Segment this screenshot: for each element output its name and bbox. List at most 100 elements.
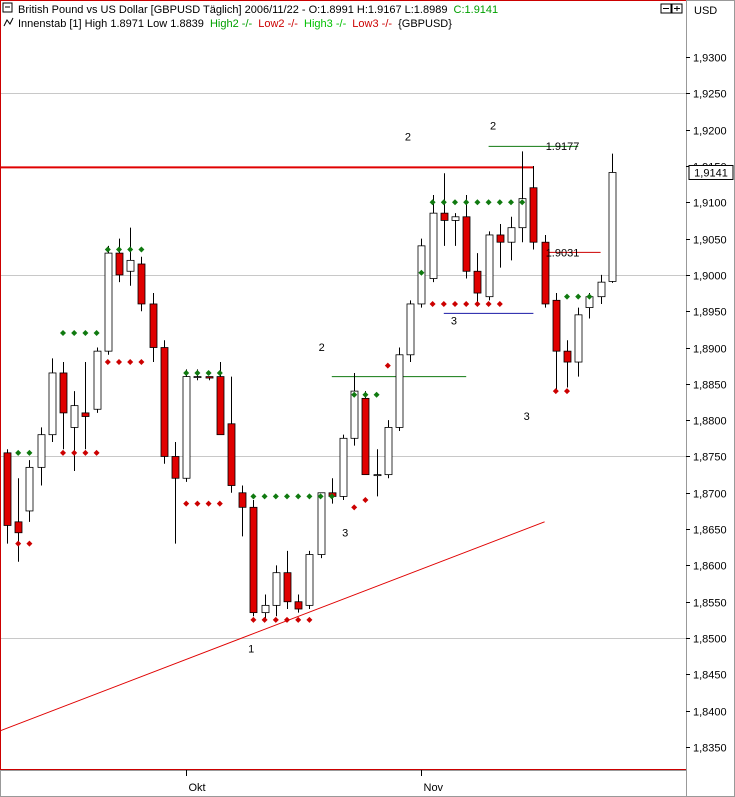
- candle-body-up: [518, 198, 527, 229]
- y-tick-label: 1,8400: [693, 707, 727, 719]
- high-marker: [60, 330, 66, 336]
- high-marker: [71, 330, 78, 336]
- x-tick-label: Okt: [189, 782, 206, 794]
- candle: [350, 372, 359, 446]
- candle-body-down: [137, 263, 146, 305]
- low-marker: [452, 300, 458, 307]
- high-marker: [351, 391, 358, 398]
- y-tick-label: 1,8950: [693, 307, 727, 319]
- low-marker: [474, 300, 481, 307]
- last-price-box: [688, 164, 734, 180]
- high-marker: [104, 246, 111, 253]
- candle: [473, 253, 482, 304]
- candle: [518, 151, 527, 243]
- high-marker: [362, 391, 369, 398]
- high-marker: [328, 493, 335, 500]
- low-marker: [15, 540, 22, 547]
- low-marker: [295, 616, 302, 623]
- candle-body-down: [115, 252, 124, 276]
- candle-body-down: [496, 234, 505, 243]
- candle-body-up: [70, 405, 79, 428]
- candle: [552, 293, 561, 392]
- low-marker: [26, 540, 33, 547]
- header-close: C:1.9141: [454, 4, 499, 16]
- low-marker: [93, 449, 100, 456]
- candle-body-up: [317, 492, 326, 555]
- high-marker: [261, 493, 268, 500]
- candle-body-up: [48, 372, 57, 436]
- signal-markers: [15, 199, 593, 623]
- candle-body-up: [429, 212, 438, 279]
- low-marker: [194, 500, 201, 507]
- high-marker: [373, 391, 380, 398]
- candle: [384, 420, 393, 479]
- candle-body-down: [81, 412, 90, 417]
- high-marker: [519, 199, 526, 206]
- y-tick-label: 1,8900: [693, 344, 727, 356]
- candle-body-up: [350, 390, 359, 439]
- annotation-label: 1.9177: [546, 141, 580, 153]
- candles: [3, 151, 617, 620]
- indicator-low3: Low3 -/-: [352, 18, 392, 30]
- y-tick-label: 1,8550: [693, 598, 727, 610]
- annotation-label: 3: [451, 315, 457, 327]
- candle-body-up: [93, 350, 102, 410]
- candle-body-up: [25, 466, 34, 512]
- candle-body-up: [373, 474, 382, 477]
- candle-body-down: [14, 521, 23, 534]
- candle: [496, 224, 505, 268]
- candle: [485, 231, 494, 301]
- candle: [462, 195, 471, 279]
- candle-body-down: [440, 212, 449, 221]
- candle-body-up: [574, 314, 583, 363]
- low-marker: [71, 449, 78, 456]
- indicator-icon: [3, 17, 14, 27]
- candle-body-down: [529, 187, 538, 243]
- y-tick-label: 1,8350: [693, 743, 727, 755]
- high-marker: [26, 449, 33, 456]
- candle-body-up: [597, 281, 606, 298]
- header-line-1: British Pound vs US Dollar [GBPUSD Tägli…: [18, 4, 498, 16]
- high-marker: [440, 199, 447, 206]
- low-marker: [351, 504, 358, 511]
- trendline: [0, 521, 545, 732]
- low-marker: [440, 300, 447, 307]
- chart-type-icon[interactable]: [2, 2, 13, 13]
- high-marker: [82, 330, 89, 336]
- candle-body-down: [563, 350, 572, 363]
- window-controls-icon[interactable]: [660, 3, 683, 14]
- indicator-name: Innenstab [1] High 1.8971 Low 1.8839: [18, 18, 204, 30]
- candle-body-down: [283, 572, 292, 603]
- high-marker: [317, 493, 324, 500]
- candle: [541, 234, 550, 308]
- indicator-low2: Low2 -/-: [258, 18, 298, 30]
- indicator-high3: High3 -/-: [304, 18, 347, 30]
- low-marker: [272, 616, 279, 623]
- candle-body-down: [462, 216, 471, 272]
- y-tick-label: 1,9250: [693, 89, 727, 101]
- candle: [249, 500, 258, 617]
- low-marker: [564, 388, 570, 395]
- candle-body-up: [182, 376, 191, 479]
- candle-body-up: [261, 604, 270, 614]
- low-marker: [362, 497, 369, 504]
- low-marker: [552, 388, 559, 395]
- y-tick-label: 1,9050: [693, 235, 727, 247]
- annotation-label: 1.9031: [546, 248, 580, 260]
- y-tick-label: 1,9100: [693, 198, 727, 210]
- candle-body-down: [216, 376, 225, 436]
- y-tick-label: 1,8650: [693, 525, 727, 537]
- low-marker: [250, 616, 257, 623]
- annotation-label: 1: [248, 644, 254, 656]
- candle: [25, 460, 34, 522]
- candle-body-down: [149, 303, 158, 348]
- candle-body-up: [406, 303, 415, 356]
- candle-body-up: [272, 572, 281, 606]
- low-marker: [306, 616, 313, 623]
- candle-body-up: [339, 437, 348, 497]
- low-marker: [82, 449, 89, 456]
- high-marker: [564, 293, 570, 300]
- annotation-label: 2: [405, 132, 411, 144]
- candle: [339, 434, 348, 501]
